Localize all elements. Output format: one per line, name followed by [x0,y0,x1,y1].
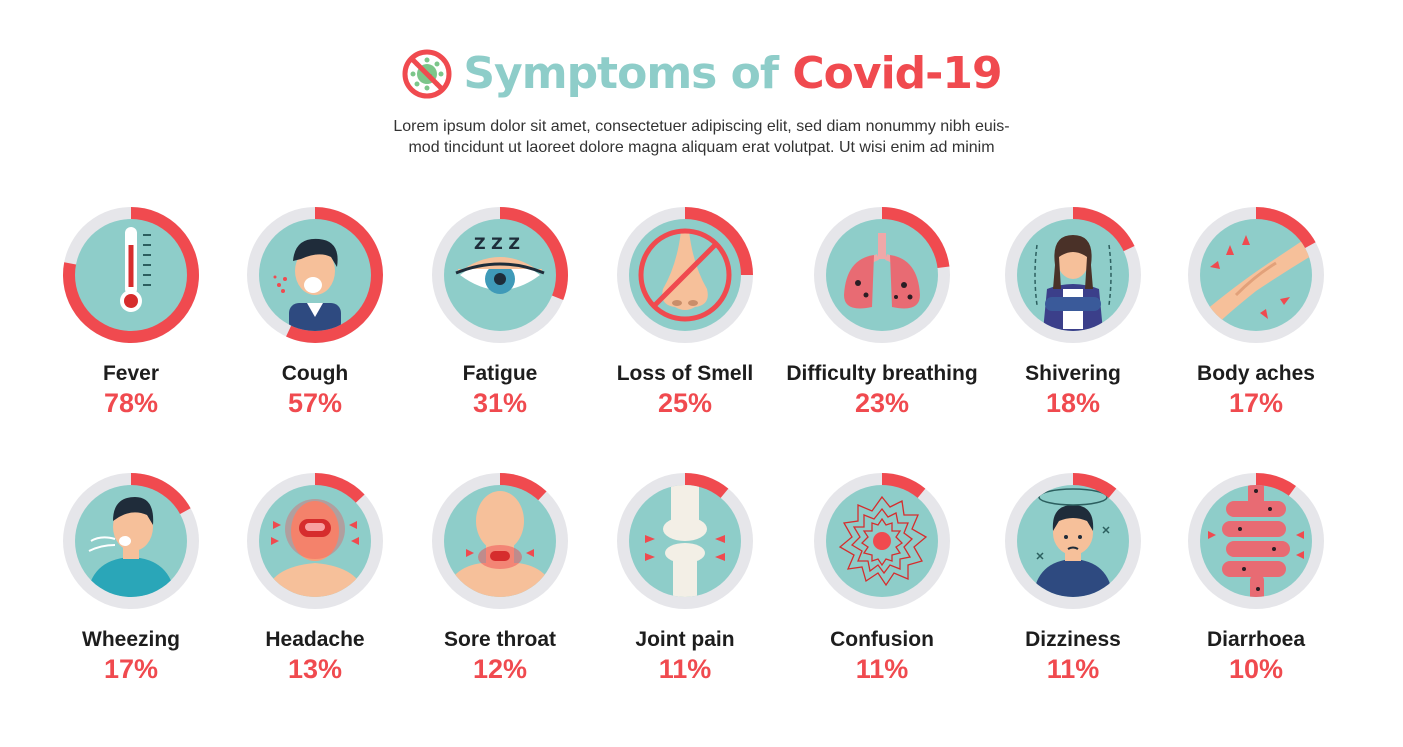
symptom-label-joint-pain: Joint pain [635,628,735,651]
symptom-percent-confusion: 11% [855,654,909,684]
symptom-percent-diarrhoea: 10% [1228,654,1284,684]
symptom-percent-wheezing: 17% [103,654,159,684]
symptom-ring-sore-throat [432,473,568,609]
symptom-ring-body-aches [1188,207,1324,343]
confusion-scribble-icon [838,495,928,587]
symptom-ring-fatigue: Z Z Z [432,207,568,343]
sore-throat-icon [444,491,556,597]
symptom-label-diarrhoea: Diarrhoea [1206,628,1306,651]
symptom-ring-diarrhoea [1188,473,1324,609]
title-part1: Symptoms of [463,48,779,99]
symptom-label-dizziness: Dizziness [1025,628,1121,651]
symptom-label-wheezing: Wheezing [82,628,180,651]
symptom-percent-dizziness: 11% [1046,654,1100,684]
symptom-percent-difficulty-breathing: 23% [854,388,910,418]
subtitle-line-2: mod tincidunt ut laoreet dolore magna al… [408,139,995,156]
symptom-label-body-aches: Body aches [1197,362,1315,385]
symptom-ring-joint-pain [617,473,753,609]
thermometer-icon [120,227,151,312]
symptom-label-fever: Fever [102,362,160,385]
symptom-label-shivering: Shivering [1025,362,1121,385]
subtitle-line-1: Lorem ipsum dolor sit amet, consectetuer… [393,118,1010,135]
sleepy-eye-icon: Z Z Z [455,234,545,294]
symptom-label-difficulty-breathing: Difficulty breathing [786,362,978,385]
symptom-percent-cough: 57% [287,388,343,418]
title-part2: Covid-19 [792,48,1002,99]
symptom-ring-confusion [814,473,950,609]
symptom-percent-fever: 78% [103,388,159,418]
symptom-percent-sore-throat: 12% [472,654,528,684]
lungs-icon [844,233,920,309]
symptom-percent-headache: 13% [287,654,343,684]
symptom-percent-body-aches: 17% [1228,388,1284,418]
symptom-ring-dizziness [1005,473,1141,609]
title-wrap: Symptoms of Covid-19 [401,44,1003,104]
symptom-ring-difficulty-breathing [814,207,950,343]
no-virus-icon [402,49,452,99]
shivering-woman-icon [1034,235,1112,331]
symptom-percent-loss-of-smell: 25% [657,388,713,418]
symptom-percent-shivering: 18% [1045,388,1101,418]
symptom-label-sore-throat: Sore throat [443,628,556,651]
aching-arm-icon [1200,235,1312,331]
header: Symptoms of Covid-19 [0,44,1403,104]
knee-joint-icon [645,485,725,597]
symptom-percent-fatigue: 31% [472,388,528,418]
symptom-label-fatigue: Fatigue [462,362,538,385]
page-title: Symptoms of Covid-19 [463,44,1002,104]
symptom-label-cough: Cough [281,362,349,385]
headache-icon [265,499,365,597]
symptom-ring-cough [247,207,383,343]
symptom-label-loss-of-smell: Loss of Smell [616,362,754,385]
svg-text:Z Z Z: Z Z Z [474,234,520,253]
crossed-nose-icon [638,228,732,322]
symptom-ring-shivering [1005,207,1141,343]
symptom-ring-fever [62,207,199,343]
symptom-percent-joint-pain: 11% [658,654,712,684]
subtitle: Lorem ipsum dolor sit amet, consectetuer… [300,116,1103,158]
coughing-man-icon [273,238,341,331]
symptom-label-confusion: Confusion [830,628,934,651]
symptom-ring-wheezing [63,473,199,609]
dizzy-man-icon [1033,488,1113,597]
intestine-icon [1208,485,1304,597]
symptom-ring-loss-of-smell [617,207,753,343]
wheezing-man-icon [87,497,175,597]
symptom-ring-headache [247,473,383,609]
symptom-label-headache: Headache [265,628,365,651]
